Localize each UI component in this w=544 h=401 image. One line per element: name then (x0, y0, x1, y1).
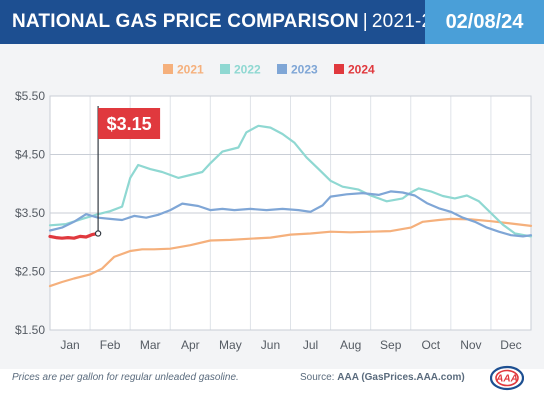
grid-lines (49, 95, 532, 331)
x-tick-label: Jul (303, 338, 318, 352)
x-tick-label: Feb (100, 338, 121, 352)
annotation-flag (98, 108, 161, 139)
x-tick-label: May (219, 338, 242, 352)
header-bar: NATIONAL GAS PRICE COMPARISON | 2021-2024 … (0, 0, 544, 44)
chart-area: $1.50 $2.50 $3.50 $4.50 $5.50 Jan Feb Mar Apr Ma… (0, 44, 544, 369)
legend-swatch (277, 64, 287, 74)
series-line-2022 (48, 124, 533, 238)
legend-swatch (334, 64, 344, 74)
annotation-label: $3.15 (107, 114, 152, 134)
x-tick-label: Mar (140, 338, 161, 352)
date-badge: 02/08/24 (425, 0, 544, 44)
legend-label: 2024 (348, 63, 375, 77)
legend: 2021 2022 2023 2024 (163, 63, 375, 77)
price-line-chart: $1.50 $2.50 $3.50 $4.50 $5.50 Jan Feb Mar Apr Ma… (15, 63, 533, 352)
legend-label: 2022 (234, 63, 261, 77)
y-axis-labels: $1.50 $2.50 $3.50 $4.50 $5.50 (15, 89, 45, 337)
aaa-logo: AAA (490, 365, 524, 391)
series-lines (48, 124, 533, 288)
y-tick-label: $1.50 (15, 323, 45, 337)
title-separator: | (362, 11, 368, 32)
x-tick-label: Aug (340, 338, 361, 352)
legend-label: 2021 (177, 63, 204, 77)
legend-swatch (163, 64, 173, 74)
chart-title-main: NATIONAL GAS PRICE COMPARISON (12, 11, 359, 32)
x-tick-label: Sep (380, 338, 402, 352)
x-tick-label: Dec (500, 338, 521, 352)
series-line-2021 (48, 217, 533, 288)
source-prefix: Source: (300, 372, 338, 383)
x-tick-label: Apr (181, 338, 200, 352)
legend-swatch (220, 64, 230, 74)
x-axis-labels: Jan Feb Mar Apr May Jun Jul Aug Sep Oct Nov Dec (60, 338, 521, 352)
source-credit: Source: AAA (GasPrices.AAA.com) (300, 372, 465, 383)
footer (0, 369, 544, 401)
y-tick-label: $2.50 (15, 265, 45, 279)
source-name: AAA (GasPrices.AAA.com) (337, 372, 465, 383)
aaa-logo-text: AAA (495, 374, 518, 385)
x-tick-label: Nov (460, 338, 481, 352)
y-tick-label: $3.50 (15, 206, 45, 220)
x-tick-label: Jan (60, 338, 79, 352)
chart-title: NATIONAL GAS PRICE COMPARISON | 2021-2024 (12, 0, 465, 44)
annotation-marker (94, 230, 102, 237)
x-tick-label: Jun (261, 338, 280, 352)
series-line-2024 (48, 231, 100, 240)
plot-border (49, 95, 532, 331)
footnote: Prices are per gallon for regular unlead… (12, 372, 239, 383)
x-tick-label: Oct (421, 338, 440, 352)
legend-label: 2023 (291, 63, 318, 77)
series-line-2023 (48, 190, 533, 238)
price-annotation: $3.15 (94, 106, 161, 237)
y-tick-label: $4.50 (15, 148, 45, 162)
y-tick-label: $5.50 (15, 89, 45, 103)
